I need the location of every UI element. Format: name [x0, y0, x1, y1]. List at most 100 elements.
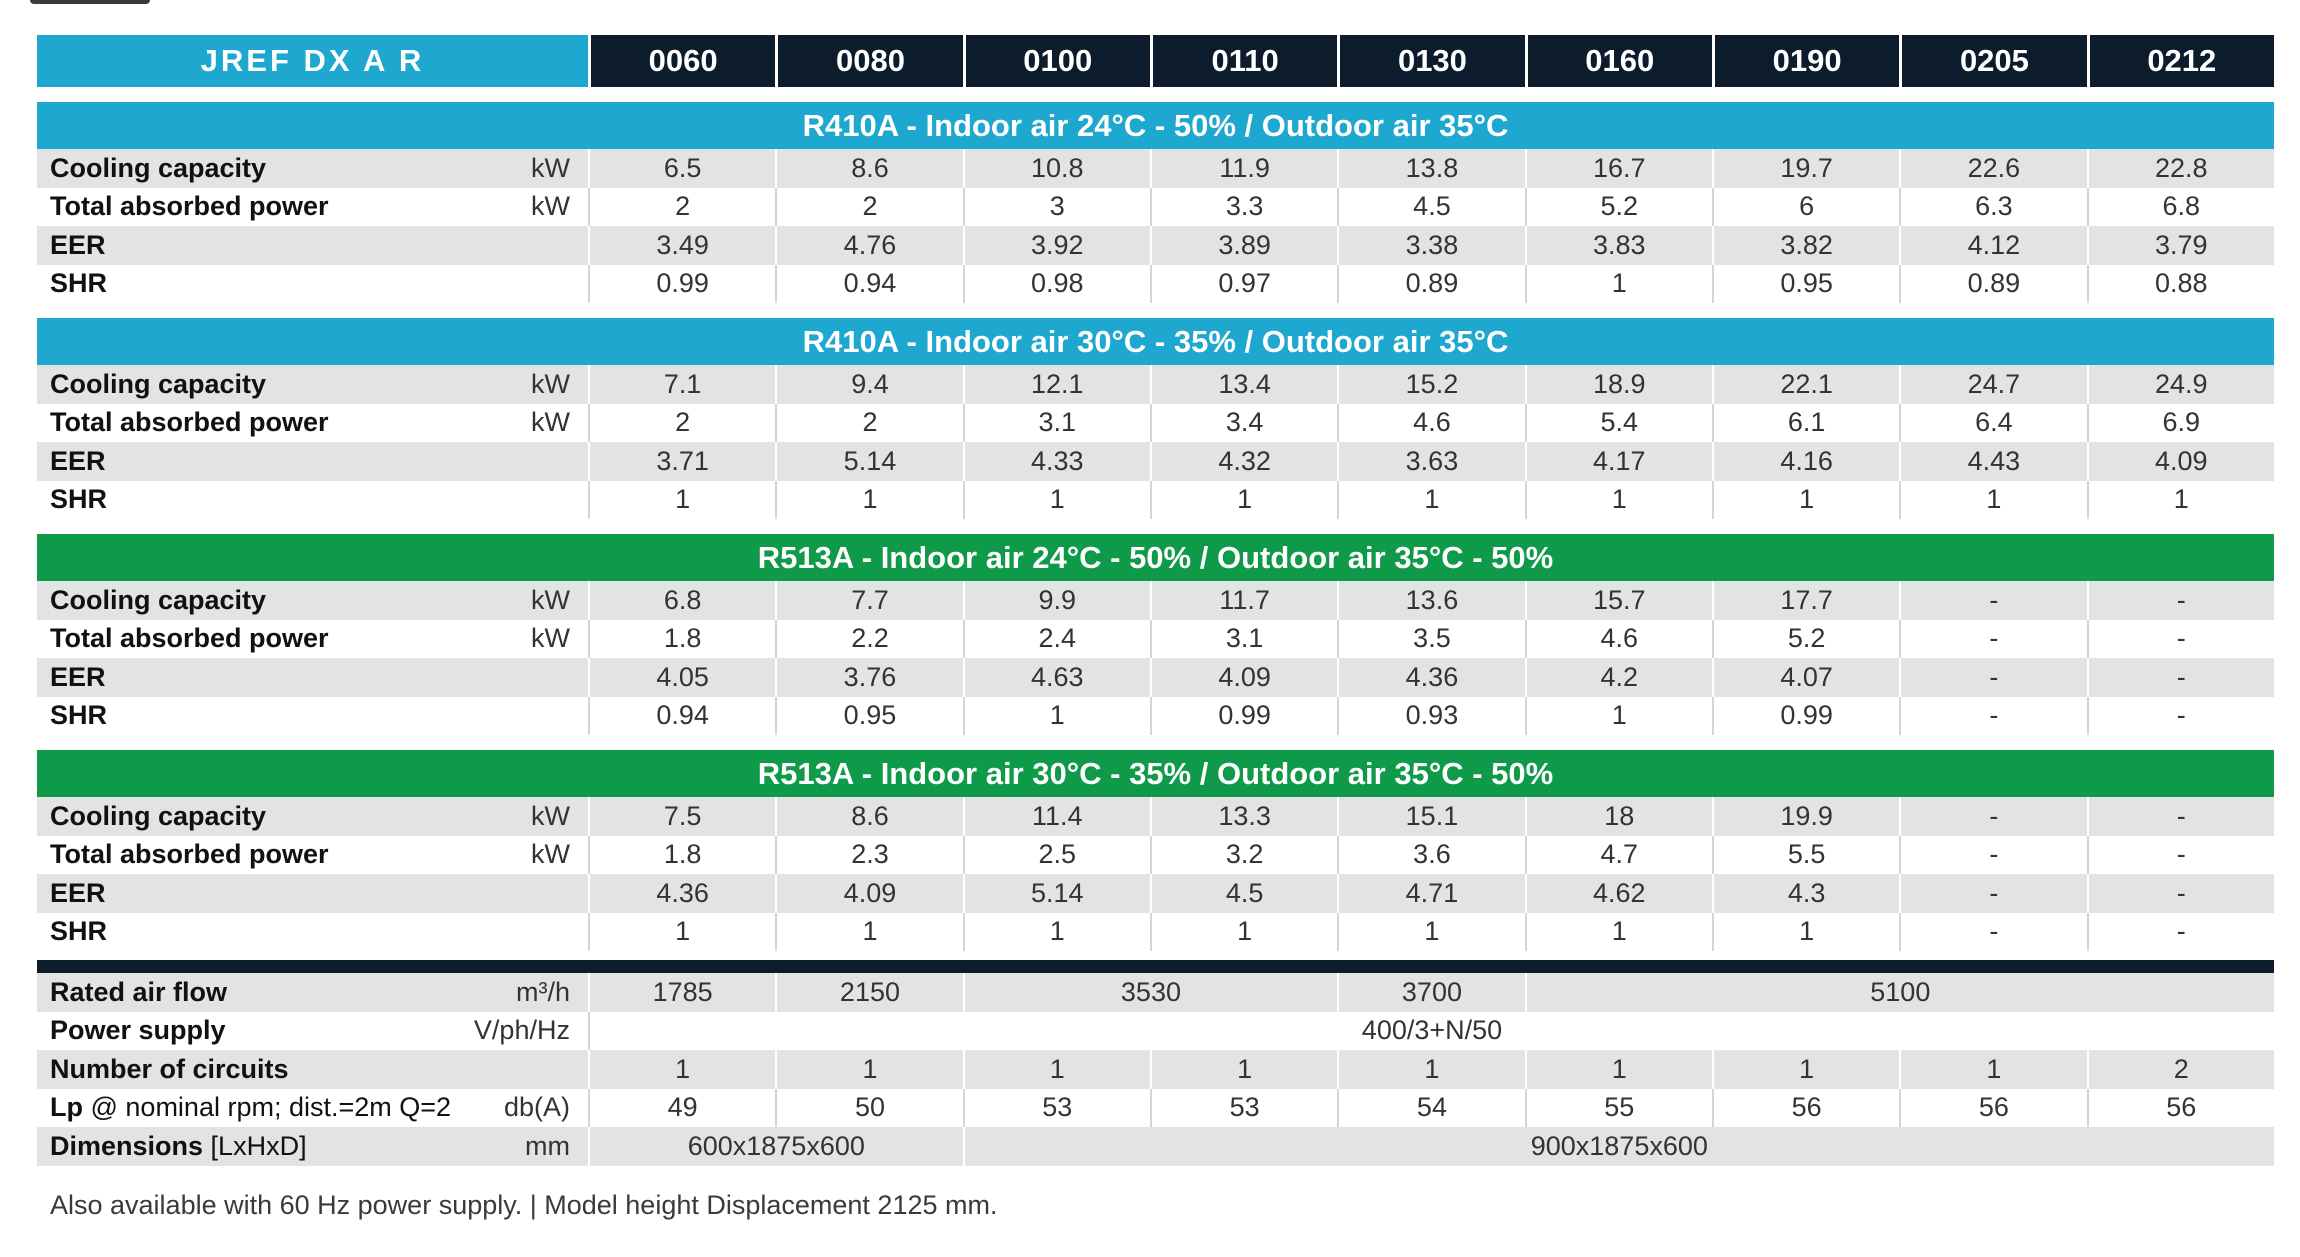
value-cell: 4.5: [1149, 874, 1338, 913]
section-gap: [37, 735, 2274, 750]
row-label: Total absorbed power: [50, 839, 329, 870]
value-cell: -: [1899, 797, 2087, 836]
value-cell: -: [2086, 696, 2274, 735]
value-cell: 1: [1711, 480, 1899, 519]
value-cell: -: [2086, 912, 2274, 951]
general-divider: [37, 960, 2274, 973]
value-cell: 4.05: [587, 658, 776, 697]
row-label: Cooling capacity: [37, 149, 468, 188]
row-unit: [468, 697, 588, 736]
value-cell: 11.9: [1149, 149, 1338, 188]
value-cell: 4.07: [1711, 658, 1900, 697]
row-label: Total absorbed power: [50, 623, 329, 654]
value-cell: 1: [587, 1050, 776, 1089]
section-gap: [37, 87, 2274, 102]
value-cell: 0.99: [1149, 696, 1337, 735]
value-cell: 49: [587, 1088, 775, 1127]
value-cell: 0.95: [1711, 264, 1899, 303]
row-unit: [468, 265, 588, 304]
value-cell: 4.6: [1337, 403, 1524, 442]
model-header: 0100: [962, 35, 1150, 87]
section-header-row: R513A - Indoor air 24°C - 50% / Outdoor …: [37, 534, 2274, 581]
value-cell: 4.09: [775, 874, 963, 913]
value-cell: 4.62: [1524, 874, 1712, 913]
value-cell: 0.94: [587, 696, 775, 735]
value-cell: 1.8: [587, 619, 775, 658]
model-header: 0130: [1337, 35, 1525, 87]
row-unit: [467, 1050, 588, 1089]
value-cell: 15.7: [1524, 581, 1712, 620]
value-cell: 3.83: [1524, 226, 1712, 265]
value-cell: 600x1875x600: [587, 1127, 963, 1166]
model-header: 0080: [775, 35, 963, 87]
spec-row: SHR 0.99 0.94 0.98 0.97 0.89 1 0.95 0.89 0.88: [37, 264, 2274, 304]
spec-row: Cooling capacity kW 7.1 9.4 12.1 13.4 15.2 18.9…: [37, 365, 2274, 404]
row-unit: [467, 874, 588, 913]
value-cell: 8.6: [775, 797, 963, 836]
value-cell: 4.36: [1337, 658, 1525, 697]
value-cell: 1: [1337, 480, 1524, 519]
value-cell: 0.95: [775, 696, 962, 735]
row-label: EER: [37, 226, 468, 265]
value-cell: 16.7: [1524, 149, 1712, 188]
value-cell: 2: [775, 403, 962, 442]
spec-row: EER 3.49 4.76 3.92 3.89 3.38 3.83 3.82 4.12 3.79: [37, 226, 2274, 265]
value-cell: 5.14: [962, 874, 1150, 913]
value-cell: 3.38: [1337, 226, 1525, 265]
value-cell: 2.5: [962, 835, 1150, 874]
row-label: EER: [37, 874, 468, 913]
row-unit: db(A): [503, 1092, 570, 1123]
value-cell: 1: [1899, 480, 2086, 519]
value-cell: 1: [1524, 696, 1712, 735]
row-label: Cooling capacity: [37, 797, 468, 836]
row-unit: [468, 481, 588, 520]
value-cell: 11.7: [1149, 581, 1338, 620]
value-cell: 4.2: [1524, 658, 1712, 697]
value-cell: 1: [587, 912, 775, 951]
row-unit: [467, 442, 588, 481]
value-cell: 53: [1149, 1088, 1337, 1127]
section-header-row: R410A - Indoor air 24°C - 50% / Outdoor …: [37, 102, 2274, 149]
value-cell: 6.5: [587, 149, 776, 188]
spec-row: EER 4.05 3.76 4.63 4.09 4.36 4.2 4.07- -: [37, 658, 2274, 697]
value-cell: -: [1899, 874, 2087, 913]
value-cell: -: [1899, 835, 2086, 874]
value-cell: 2.2: [775, 619, 962, 658]
divider-bar: [37, 960, 2274, 973]
value-cell: 8.6: [775, 149, 963, 188]
row-label: Cooling capacity: [37, 365, 468, 404]
value-cell: 3.63: [1337, 442, 1525, 481]
value-cell: 1: [1149, 1050, 1338, 1089]
value-cell: -: [2086, 835, 2274, 874]
value-cell: 3.4: [1149, 403, 1337, 442]
value-cell: 9.4: [775, 365, 963, 404]
spec-row: EER 3.71 5.14 4.33 4.32 3.63 4.17 4.16 4.43 4.09: [37, 442, 2274, 481]
row-label: Total absorbed power: [50, 191, 329, 222]
row-label: Power supply: [37, 1012, 468, 1051]
value-cell: 1: [775, 912, 962, 951]
value-cell: 4.43: [1899, 442, 2087, 481]
spacer: [37, 951, 2274, 960]
value-cell: 1: [962, 480, 1150, 519]
value-cell: -: [2086, 658, 2274, 697]
value-cell: 55: [1524, 1088, 1712, 1127]
value-cell: 3.79: [2086, 226, 2274, 265]
row-unit: m³/h: [467, 973, 588, 1012]
value-cell: 13.8: [1337, 149, 1525, 188]
row-label: Lp @ nominal rpm; dist.=2m Q=2: [37, 1089, 468, 1128]
spacer: [37, 735, 2274, 750]
value-cell: 3.89: [1149, 226, 1338, 265]
top-edge-mark: [30, 0, 150, 4]
value-cell: 22.6: [1899, 149, 2087, 188]
section-header-row: R410A - Indoor air 30°C - 35% / Outdoor …: [37, 318, 2274, 365]
value-cell: 6.8: [587, 581, 776, 620]
value-cell: 5100: [1524, 973, 2274, 1012]
spec-row: Cooling capacity kW 6.8 7.7 9.9 11.7 13.6 15.7 1…: [37, 581, 2274, 620]
value-cell: 6: [1711, 187, 1899, 226]
value-cell: 12.1: [962, 365, 1150, 404]
value-cell: 56: [1899, 1088, 2086, 1127]
value-cell: -: [1899, 581, 2087, 620]
value-cell: 900x1875x600: [962, 1127, 2274, 1166]
value-cell: 1: [1149, 912, 1337, 951]
row-label: EER: [37, 658, 468, 697]
